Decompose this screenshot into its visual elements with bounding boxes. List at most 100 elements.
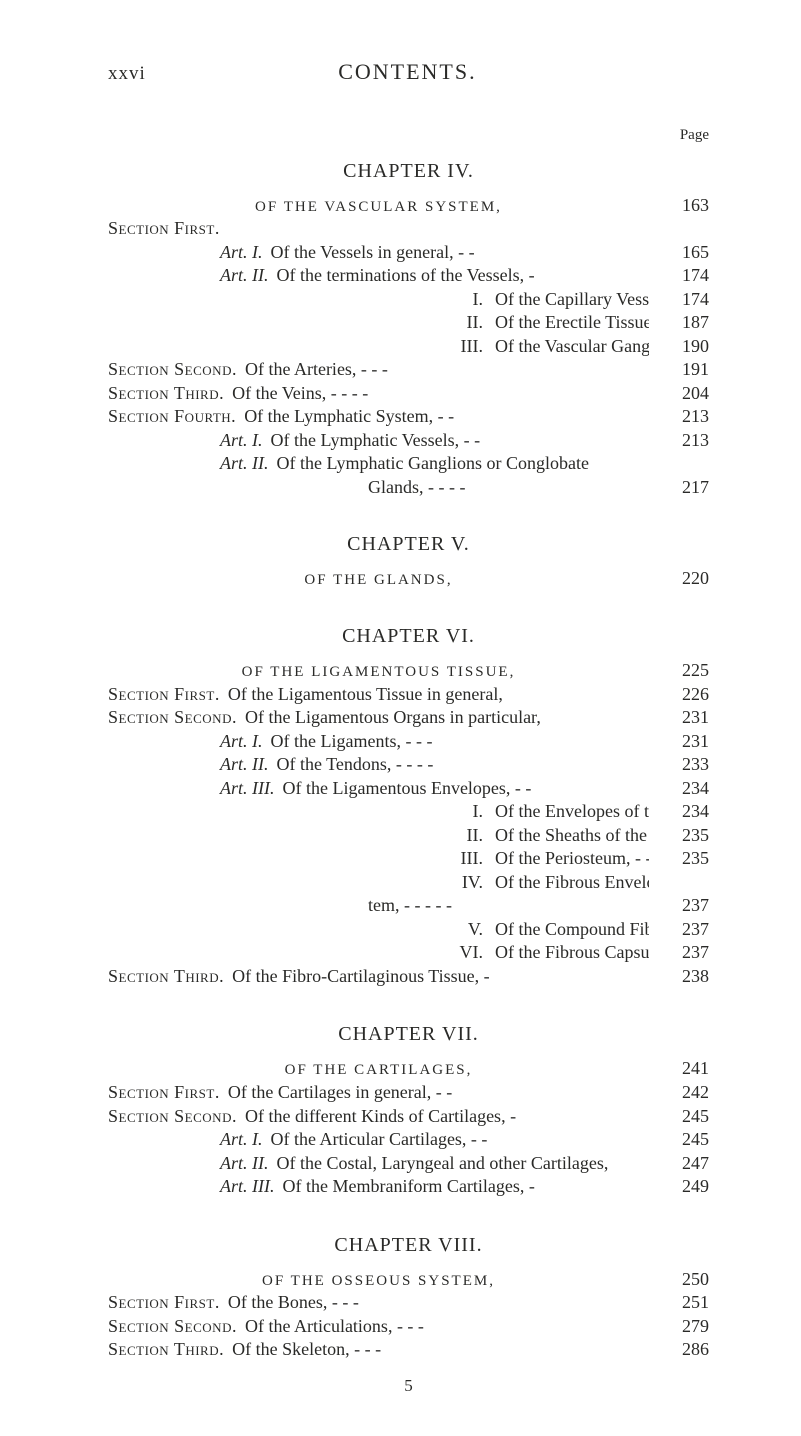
chapter-6-subheading-row: OF THE LIGAMENTOUS TISSUE, 225	[108, 659, 709, 682]
toc-entry-continuation: Glands, - - - -217	[108, 476, 709, 499]
toc-entry-page: 245	[649, 1128, 709, 1151]
toc-entry: Art. I.Of the Articular Cartilages, - -2…	[108, 1128, 709, 1151]
toc-entry-text: Of the Cartilages in general, - -	[220, 1081, 649, 1104]
toc-entry-text: Of the terminations of the Vessels, -	[269, 264, 650, 287]
toc-entry-text: Of the Fibrous Envelopes of the Nervous …	[483, 871, 649, 894]
toc-entry-text: Of the Tendons, - - - -	[269, 753, 650, 776]
chapter-7-subheading-row: OF THE CARTILAGES, 241	[108, 1057, 709, 1080]
page: xxvi CONTENTS. Page CHAPTER IV. OF THE V…	[0, 0, 801, 1436]
toc-entry: Art. III.Of the Membraniform Cartilages,…	[108, 1175, 709, 1198]
toc-entry-page: 217	[649, 476, 709, 499]
toc-entry-lead: III.	[108, 335, 483, 358]
toc-entry: Section Second.Of the Arteries, - - -191	[108, 358, 709, 381]
toc-entry-page: 247	[649, 1152, 709, 1175]
toc-entry: II.Of the Erectile Tissue, - -187	[108, 311, 709, 334]
toc-entry-lead: Art. III.	[108, 1175, 274, 1198]
toc-entry-page: 190	[649, 335, 709, 358]
toc-entry-text: Of the Fibro-Cartilaginous Tissue, -	[224, 965, 649, 988]
toc-entry-lead: Section Second.	[108, 706, 237, 729]
toc-entry-lead: Art. II.	[108, 1152, 269, 1175]
toc-entry-lead: I.	[108, 288, 483, 311]
toc-entry-page: 231	[649, 706, 709, 729]
toc-entry: Section Third.Of the Fibro-Cartilaginous…	[108, 965, 709, 988]
toc-entry-page: 191	[649, 358, 709, 381]
toc-entry-lead: III.	[108, 847, 483, 870]
toc-entry-lead: Art. I.	[108, 241, 263, 264]
chapter-7-heading: CHAPTER VII.	[108, 1022, 709, 1047]
page-column-label: Page	[108, 126, 709, 145]
toc-entry-page: 237	[649, 918, 709, 941]
toc-entry-text: Of the Costal, Laryngeal and other Carti…	[269, 1152, 650, 1175]
toc-entry-page: 174	[649, 288, 709, 311]
toc-entry: Section First.Of the Bones, - - -251	[108, 1291, 709, 1314]
toc-entry-page: 213	[649, 405, 709, 428]
toc-entry-lead: Art. I.	[108, 429, 263, 452]
toc-entry-lead: Art. III.	[108, 777, 274, 800]
toc-entry-text: Of the Periosteum, - - -	[483, 847, 649, 870]
chapter-6-subheading: OF THE LIGAMENTOUS TISSUE,	[108, 663, 649, 682]
toc-entry-text: Of the Articulations, - - -	[237, 1315, 649, 1338]
toc-entry: Section Third.Of the Skeleton, - - -286	[108, 1338, 709, 1361]
toc-entry-text: Of the different Kinds of Cartilages, -	[237, 1105, 649, 1128]
toc-entry-page: 234	[649, 777, 709, 800]
chapter-4-subheading-page: 163	[649, 194, 709, 217]
toc-entry-page: 234	[649, 800, 709, 823]
chapter-4-heading: CHAPTER IV.	[108, 159, 709, 184]
chapter-5-heading: CHAPTER V.	[108, 532, 709, 557]
toc-entry: Section Second.Of the different Kinds of…	[108, 1105, 709, 1128]
toc-entry-lead: II.	[108, 824, 483, 847]
toc-entry-page: 286	[649, 1338, 709, 1361]
toc-entry-page: 242	[649, 1081, 709, 1104]
toc-entry: I.Of the Capillary Vessels, - -174	[108, 288, 709, 311]
toc-entry-text: Of the Sheaths of the Tendons, - -	[483, 824, 649, 847]
toc-entry-lead: Section First.	[108, 1081, 220, 1104]
toc-entry-lead: Section Second.	[108, 1315, 237, 1338]
toc-entry-text: Of the Ligaments, - - -	[263, 730, 650, 753]
toc-entry-continuation: tem, - - - - -237	[108, 894, 709, 917]
chapter-4-subheading-row: OF THE VASCULAR SYSTEM, 163	[108, 194, 709, 217]
chapter-6-heading: CHAPTER VI.	[108, 624, 709, 649]
toc-entry-text: Of the Compound Fibrous Membranes, -	[483, 918, 649, 941]
page-number-roman: xxvi	[108, 62, 146, 86]
chapter-8-heading: CHAPTER VIII.	[108, 1233, 709, 1258]
chapter-7-subheading-page: 241	[649, 1057, 709, 1080]
toc-entry-page: 235	[649, 847, 709, 870]
chapter-7-subheading: OF THE CARTILAGES,	[108, 1061, 649, 1080]
toc-entry-text: Of the Ligamentous Tissue in general,	[220, 683, 649, 706]
toc-entry-page: 237	[649, 894, 709, 917]
toc-entry: V.Of the Compound Fibrous Membranes, -23…	[108, 918, 709, 941]
toc-entry-lead: Section Second.	[108, 1105, 237, 1128]
toc-entry-lead: Art. II.	[108, 452, 269, 475]
toc-entry: Section First.	[108, 217, 709, 240]
toc-entry-lead: Section First.	[108, 217, 220, 240]
toc-entry: Section Third.Of the Veins, - - - -204	[108, 382, 709, 405]
toc-entry: Art. I.Of the Lymphatic Vessels, - -213	[108, 429, 709, 452]
toc-entry: Section Second.Of the Articulations, - -…	[108, 1315, 709, 1338]
toc-entry-lead: Section Third.	[108, 1338, 224, 1361]
toc-entry: III.Of the Periosteum, - - -235	[108, 847, 709, 870]
toc-entry: Section Fourth.Of the Lymphatic System, …	[108, 405, 709, 428]
chapter-8-subheading-row: OF THE OSSEOUS SYSTEM, 250	[108, 1268, 709, 1291]
chapter-6-entries: Section First.Of the Ligamentous Tissue …	[108, 683, 709, 988]
toc-entry-text: Of the Skeleton, - - -	[224, 1338, 649, 1361]
toc-entry-page: 165	[649, 241, 709, 264]
toc-entry: Art. II.Of the terminations of the Vesse…	[108, 264, 709, 287]
toc-entry-text: Of the Vascular Ganglia, - -	[483, 335, 649, 358]
toc-entry-page: 231	[649, 730, 709, 753]
toc-entry-lead: V.	[108, 918, 483, 941]
toc-entry: Section First.Of the Ligamentous Tissue …	[108, 683, 709, 706]
toc-entry-text: Of the Articular Cartilages, - -	[263, 1128, 650, 1151]
toc-entry-page: 238	[649, 965, 709, 988]
toc-entry-page: 235	[649, 824, 709, 847]
toc-entry-lead: Section Second.	[108, 358, 237, 381]
toc-entry-lead: Art. I.	[108, 1128, 263, 1151]
toc-entry-lead: VI.	[108, 941, 483, 964]
chapter-5-subheading: OF THE GLANDS,	[108, 571, 649, 590]
toc-entry-text: Of the Vessels in general, - -	[263, 241, 650, 264]
toc-entry-text: Of the Capillary Vessels, - -	[483, 288, 649, 311]
toc-entry-page: 174	[649, 264, 709, 287]
toc-entry-lead: I.	[108, 800, 483, 823]
toc-entry-text: Of the Bones, - - -	[220, 1291, 649, 1314]
chapter-8-entries: Section First.Of the Bones, - - -251Sect…	[108, 1291, 709, 1361]
toc-entry-page: 213	[649, 429, 709, 452]
